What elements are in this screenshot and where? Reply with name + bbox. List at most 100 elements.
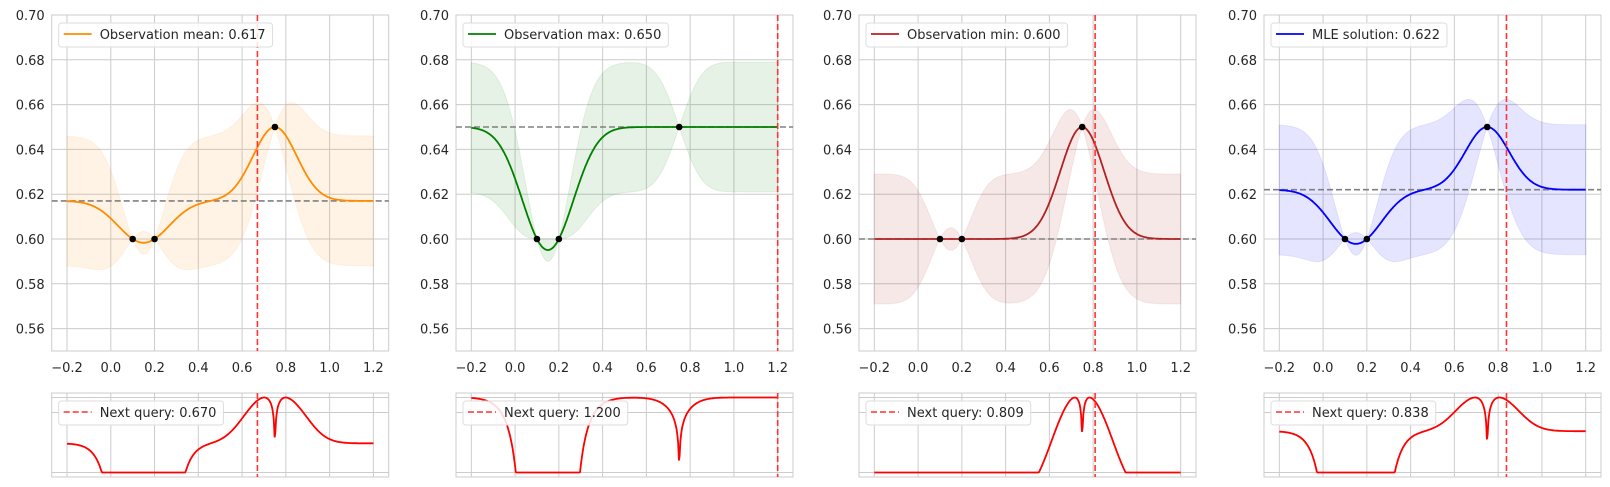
observation-point — [533, 235, 541, 243]
x-tick-label: 0.2 — [144, 361, 165, 376]
observation-point — [1078, 123, 1086, 131]
y-tick-label: 0.58 — [823, 278, 852, 293]
observation-point — [1363, 235, 1371, 243]
y-tick-label: 0.62 — [823, 188, 852, 203]
y-tick-label: 0.70 — [1228, 9, 1257, 24]
x-tick-label: 1.2 — [1575, 361, 1596, 376]
y-tick-label: 0.60 — [1228, 233, 1257, 248]
y-tick-label: 0.68 — [420, 54, 449, 69]
acquisition-legend: Next query: 0.809 — [865, 400, 1032, 426]
y-tick-label: 0.58 — [16, 278, 45, 293]
posterior-mean-line — [874, 126, 1181, 240]
observation-point — [958, 235, 966, 243]
x-tick-label: 0.8 — [276, 361, 297, 376]
posterior-mean-line — [67, 126, 374, 244]
x-tick-label: −0.2 — [456, 361, 488, 376]
x-tick-label: 0.8 — [1488, 361, 1509, 376]
x-tick-label: 1.0 — [1127, 361, 1148, 376]
x-tick-label: 1.0 — [1532, 361, 1553, 376]
acquisition-subplot-4: Next query: 0.838 — [1263, 392, 1602, 478]
main-axes-frame — [51, 14, 390, 352]
x-tick-label: 0.2 — [1357, 361, 1378, 376]
legend-box — [58, 22, 274, 48]
y-tick-label: 0.62 — [420, 188, 449, 203]
y-tick-label: 0.66 — [420, 99, 449, 114]
y-tick-label: 0.60 — [16, 233, 45, 248]
observation-point — [936, 235, 944, 243]
legend-label: MLE solution: 0.622 — [1312, 28, 1440, 43]
x-tick-label: 0.4 — [188, 361, 209, 376]
y-tick-label: 0.60 — [420, 233, 449, 248]
x-tick-label: 0.8 — [1083, 361, 1104, 376]
acquisition-legend: Next query: 0.670 — [58, 400, 224, 426]
legend-box — [462, 400, 629, 426]
observation-point — [675, 123, 683, 131]
legend-box — [58, 400, 224, 426]
x-tick-label: 0.6 — [1039, 361, 1060, 376]
y-tick-label: 0.56 — [420, 323, 449, 338]
posterior-mean-line — [471, 126, 778, 251]
x-tick-label: −0.2 — [51, 361, 83, 376]
observation-point — [271, 123, 279, 131]
acquisition-legend: Next query: 1.200 — [462, 400, 629, 426]
x-tick-label: 0.4 — [1400, 361, 1421, 376]
legend: Observation mean: 0.617 — [58, 22, 274, 48]
legend: MLE solution: 0.622 — [1270, 22, 1448, 48]
subplot-4: 0.56 0.58 0.60 0.62 0.64 0.66 0.68 0.70 −0.2 0.0 0… — [1228, 9, 1602, 478]
legend: Observation min: 0.600 — [865, 22, 1069, 48]
y-tick-label: 0.68 — [1228, 54, 1257, 69]
y-tick-label: 0.66 — [823, 99, 852, 114]
y-tick-label: 0.62 — [16, 188, 45, 203]
x-tick-label: 0.0 — [100, 361, 121, 376]
main-axes-frame — [1263, 14, 1602, 352]
x-tick-label: 0.2 — [952, 361, 973, 376]
legend-label: Observation mean: 0.617 — [100, 28, 266, 43]
legend-box — [1270, 22, 1448, 48]
x-tick-label: 0.6 — [636, 361, 657, 376]
x-tick-label: −0.2 — [1264, 361, 1296, 376]
y-tick-label: 0.66 — [16, 99, 45, 114]
confidence-band — [66, 101, 374, 271]
next-query-label: Next query: 0.670 — [100, 406, 217, 421]
y-tick-label: 0.62 — [1228, 188, 1257, 203]
main-axes-frame — [455, 14, 794, 352]
x-tick-label: 0.0 — [505, 361, 526, 376]
x-tick-label: 0.2 — [549, 361, 570, 376]
observation-point — [555, 235, 563, 243]
acquisition-legend: Next query: 0.838 — [1270, 400, 1437, 426]
posterior-mean-line — [1279, 126, 1586, 245]
observation-point — [151, 235, 158, 243]
y-tick-label: 0.56 — [823, 323, 852, 338]
confidence-band — [873, 108, 1182, 305]
y-tick-label: 0.70 — [420, 9, 449, 24]
y-tick-label: 0.70 — [823, 9, 852, 24]
x-tick-label: 1.2 — [1170, 361, 1191, 376]
subplot-2: 0.56 0.58 0.60 0.62 0.64 0.66 0.68 0.70 −0.2 0.0 0… — [420, 9, 794, 478]
next-query-label: Next query: 0.809 — [907, 406, 1024, 421]
acquisition-curve — [1279, 396, 1586, 474]
observation-point — [129, 235, 136, 243]
acquisition-curve — [874, 396, 1181, 474]
x-tick-label: −0.2 — [859, 361, 891, 376]
x-tick-label: 1.2 — [767, 361, 788, 376]
x-tick-label: 0.4 — [592, 361, 613, 376]
x-tick-label: 1.0 — [319, 361, 340, 376]
y-tick-label: 0.68 — [823, 54, 852, 69]
legend: Observation max: 0.650 — [462, 22, 669, 48]
legend-box — [865, 22, 1069, 48]
legend-label: Observation min: 0.600 — [907, 28, 1061, 43]
x-tick-label: 0.6 — [1444, 361, 1465, 376]
x-tick-label: 0.4 — [995, 361, 1016, 376]
x-tick-label: 0.0 — [1313, 361, 1334, 376]
observation-point — [1341, 235, 1349, 243]
acquisition-subplot-2: Next query: 1.200 — [455, 392, 794, 478]
y-tick-label: 0.64 — [1228, 143, 1257, 158]
next-query-label: Next query: 0.838 — [1312, 406, 1429, 421]
x-tick-label: 0.0 — [908, 361, 929, 376]
y-tick-label: 0.64 — [420, 143, 449, 158]
legend-box — [865, 400, 1032, 426]
x-tick-label: 0.8 — [680, 361, 701, 376]
y-tick-label: 0.64 — [16, 143, 45, 158]
acquisition-curve — [471, 396, 778, 474]
